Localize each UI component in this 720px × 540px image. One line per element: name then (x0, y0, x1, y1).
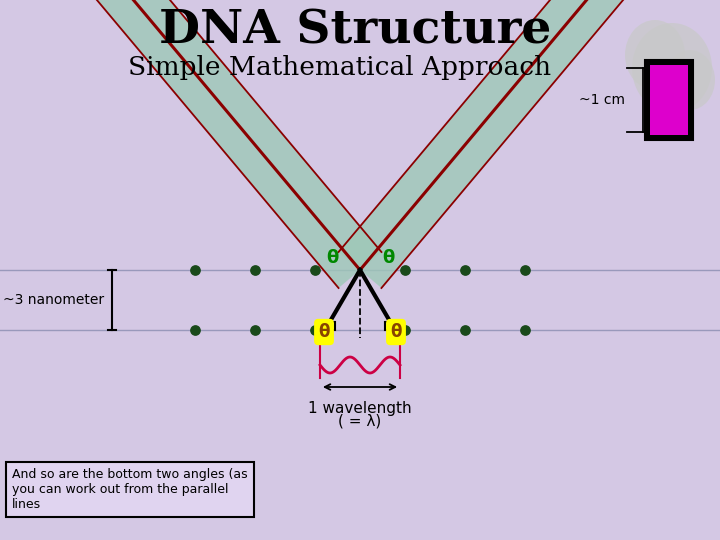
Point (249, 326, 261, 334)
Bar (327, 322, 335, 330)
Bar (385, 322, 393, 330)
Text: And so are the bottom two angles (as
you can work out from the parallel
lines: And so are the bottom two angles (as you… (12, 468, 248, 511)
Text: Simple Mathematical Approach: Simple Mathematical Approach (128, 56, 552, 80)
Point (310, 326, 321, 334)
Point (519, 326, 531, 334)
Text: ( = λ): ( = λ) (338, 414, 382, 429)
Ellipse shape (632, 23, 712, 113)
Point (459, 266, 471, 274)
Point (459, 326, 471, 334)
Text: θ: θ (326, 249, 338, 267)
Point (310, 266, 321, 274)
Point (249, 266, 261, 274)
Point (399, 266, 410, 274)
Point (189, 266, 201, 274)
Ellipse shape (665, 50, 715, 110)
Ellipse shape (625, 20, 685, 90)
Text: DNA Structure: DNA Structure (159, 7, 552, 53)
Polygon shape (338, 0, 690, 288)
Point (399, 326, 410, 334)
Bar (645, 60, 693, 140)
Text: 1 wavelength: 1 wavelength (308, 401, 412, 416)
Text: ~3 nanometer: ~3 nanometer (3, 293, 104, 307)
Text: θ: θ (382, 249, 394, 267)
Point (519, 266, 531, 274)
Text: ~1 cm: ~1 cm (579, 93, 625, 107)
Text: θ: θ (390, 323, 402, 341)
Bar (650, 65, 688, 135)
Text: θ: θ (318, 323, 330, 341)
Point (189, 326, 201, 334)
Polygon shape (30, 0, 382, 288)
